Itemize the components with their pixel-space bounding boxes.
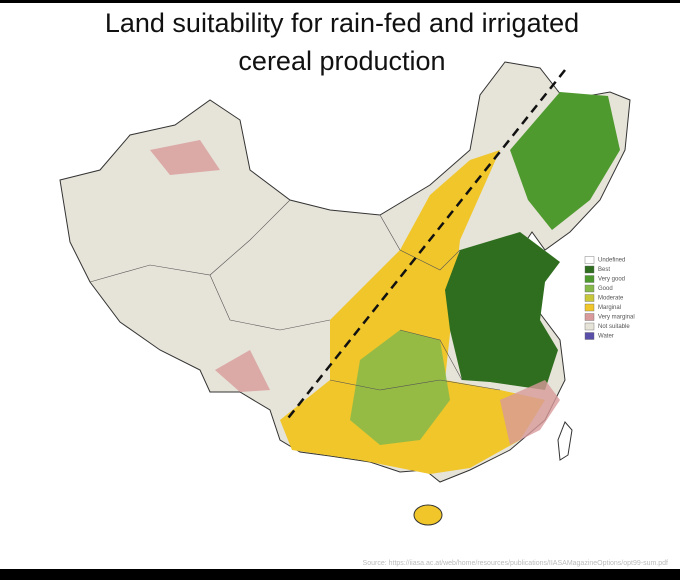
map	[59, 61, 631, 526]
legend-swatch	[584, 265, 595, 274]
legend-swatch	[584, 294, 595, 302]
very-marginal-zone	[150, 140, 560, 445]
legend-swatch	[584, 322, 595, 331]
island	[413, 504, 443, 526]
title-line: Land suitability for rain-fed and irriga…	[105, 8, 579, 38]
island-outline	[557, 421, 573, 461]
legend-swatch	[584, 303, 595, 312]
legend: Undefined Best Very good Good Moderate Margin…	[584, 256, 635, 340]
legend-label: Not suitable	[598, 324, 630, 330]
good-zone	[350, 330, 450, 445]
legend-label: Very good	[598, 277, 625, 283]
title-line: cereal production	[238, 46, 445, 76]
very-good-zone	[510, 92, 620, 230]
legend-swatch	[584, 313, 595, 321]
best-zone	[445, 232, 560, 390]
province-borders	[89, 199, 501, 391]
legend-label: Moderate	[598, 296, 624, 302]
legend-swatch	[584, 284, 595, 293]
legend-swatch	[584, 275, 595, 283]
source: Source: https://iiasa.ac.at/web/home/res…	[363, 560, 668, 567]
legend-label: Good	[598, 286, 613, 292]
legend-label: Best	[598, 267, 610, 273]
legend-label: Water	[598, 334, 614, 340]
legend-swatch	[584, 332, 595, 340]
legend-swatch	[584, 256, 595, 264]
legend-label: Undefined	[598, 258, 625, 264]
legend-label: Very marginal	[598, 315, 635, 321]
marginal-zone	[280, 150, 545, 474]
legend-label: Marginal	[598, 305, 621, 311]
